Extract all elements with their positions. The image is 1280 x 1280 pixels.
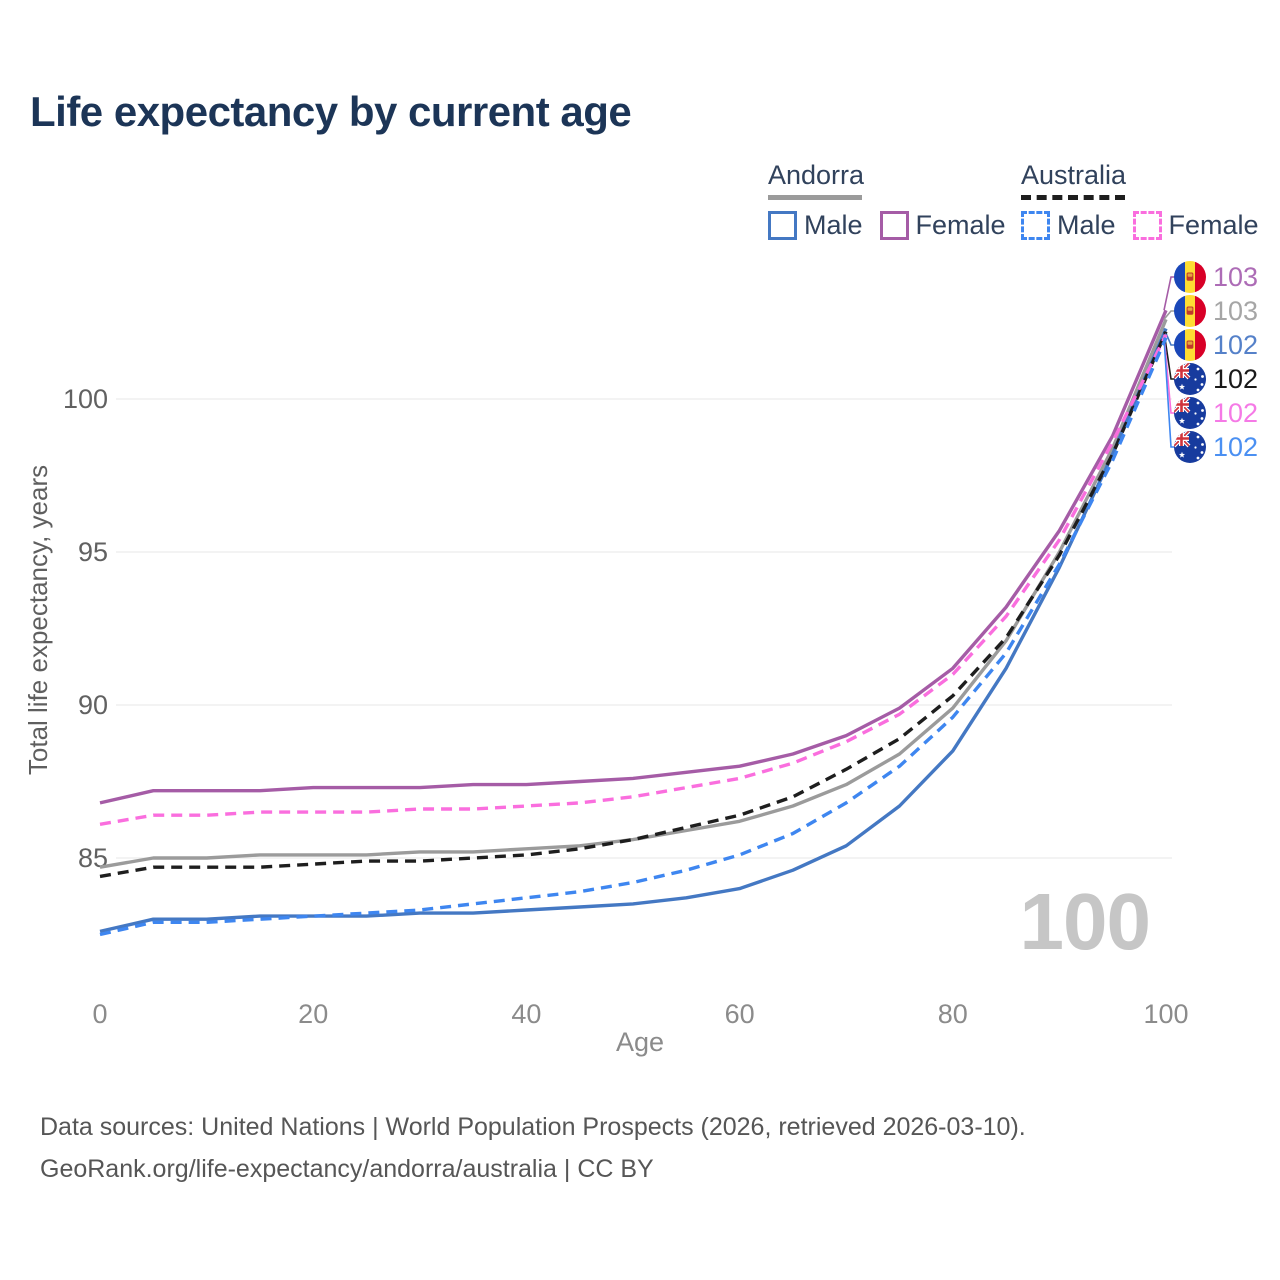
legend-item-label: Male — [804, 210, 863, 240]
legend-item-label: Female — [1168, 210, 1259, 240]
legend-item-label: Female — [915, 210, 1006, 240]
series-line-australia-male[interactable] — [99, 337, 1168, 937]
end-label-row-andorra-male: 102 — [1174, 328, 1258, 362]
end-value: 102 — [1213, 397, 1259, 428]
end-label-row-australia-male: 102 — [1174, 430, 1258, 464]
page-title: Life expectancy by current age — [30, 88, 632, 135]
y-tick-label: 90 — [78, 690, 108, 720]
series-line-australia-female[interactable] — [99, 333, 1168, 826]
legend-swatch-andorra-female — [879, 211, 909, 240]
andorra-flag-icon — [1174, 261, 1206, 293]
australia-flag-icon — [1174, 397, 1206, 429]
series-line-andorra-all[interactable] — [99, 318, 1168, 869]
legend-country-label-andorra: Andorra — [768, 160, 865, 190]
australia-flag-icon — [1174, 431, 1206, 463]
legend-item-australia-female[interactable]: Female — [1132, 210, 1259, 241]
end-label-row-australia-female: 102 — [1174, 396, 1258, 430]
y-tick-label: 100 — [63, 384, 108, 414]
x-tick-label: 40 — [511, 999, 541, 1029]
legend-country-label-australia: Australia — [1021, 160, 1127, 190]
series-line-australia-all[interactable] — [99, 331, 1168, 879]
end-value: 102 — [1213, 329, 1259, 360]
x-tick-label: 20 — [298, 999, 328, 1029]
y-tick-label: 95 — [78, 537, 108, 567]
legend-linestyle-sample-andorra — [768, 195, 862, 200]
footer-attribution: GeoRank.org/life-expectancy/andorra/aust… — [40, 1155, 654, 1183]
legend-linestyle-sample-australia — [1021, 195, 1125, 200]
legend-item-australia-male[interactable]: Male — [1021, 210, 1116, 241]
legend-item-andorra-female[interactable]: Female — [879, 210, 1006, 241]
end-value: 102 — [1213, 363, 1259, 394]
australia-flag-icon — [1174, 363, 1206, 395]
end-value: 103 — [1213, 261, 1259, 292]
x-tick-label: 60 — [725, 999, 755, 1029]
end-value: 102 — [1213, 431, 1259, 462]
x-axis-title: Age — [616, 1027, 664, 1057]
legend-group-australia: Australia Male Female — [1021, 160, 1276, 241]
x-tick-label: 100 — [1143, 999, 1188, 1029]
legend-group-andorra: Andorra Male Female — [768, 160, 1023, 241]
legend-item-andorra-male[interactable]: Male — [768, 210, 863, 241]
andorra-flag-icon — [1174, 329, 1206, 361]
y-tick-label: 85 — [78, 843, 108, 873]
age-indicator-watermark: 100 — [1019, 877, 1151, 966]
andorra-flag-icon — [1174, 295, 1206, 327]
legend-swatch-australia-male — [1021, 211, 1050, 240]
end-label-row-andorra-female: 103 — [1174, 260, 1258, 294]
end-value: 103 — [1213, 295, 1259, 326]
y-axis-title: Total life expectancy, years — [23, 465, 53, 775]
x-tick-label: 0 — [92, 999, 107, 1029]
legend-swatch-australia-female — [1132, 211, 1162, 240]
footer: Data sources: United Nations | World Pop… — [40, 1106, 1026, 1190]
legend-swatch-andorra-male — [768, 211, 797, 240]
legend-item-label: Male — [1057, 210, 1116, 240]
series-line-andorra-female[interactable] — [99, 309, 1168, 805]
end-label-row-andorra-all: 103 — [1174, 294, 1258, 328]
series-line-andorra-male[interactable] — [99, 327, 1168, 934]
end-label-row-australia-all: 102 — [1174, 362, 1258, 396]
footer-data-sources: Data sources: United Nations | World Pop… — [40, 1113, 1026, 1141]
x-tick-label: 80 — [938, 999, 968, 1029]
